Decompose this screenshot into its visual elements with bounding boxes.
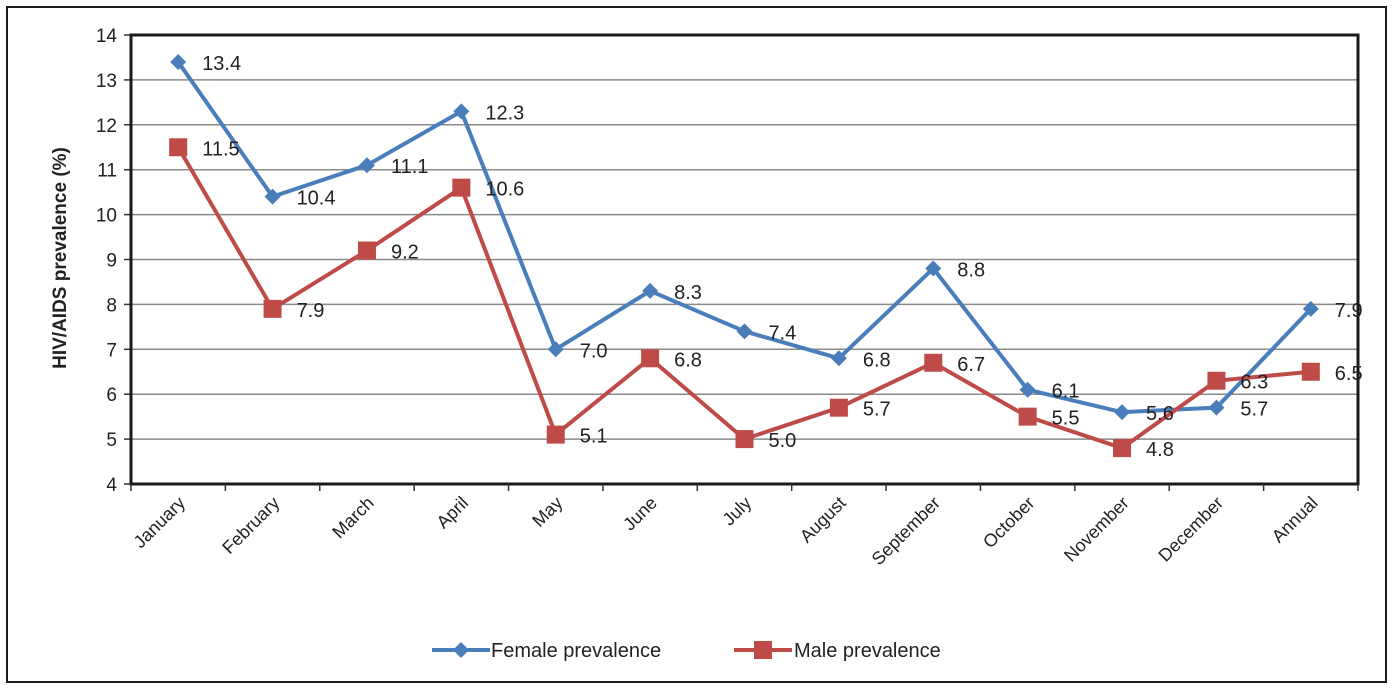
female-data-point — [736, 323, 753, 340]
data-label: 7.9 — [1335, 300, 1363, 322]
y-tick-label: 14 — [96, 26, 118, 47]
female-data-point — [830, 350, 847, 367]
x-tick-label: August — [796, 493, 850, 547]
male-data-point — [829, 398, 848, 417]
data-label: 7.4 — [769, 322, 797, 344]
female-data-point — [547, 341, 564, 358]
axis-layer: 4 5 6 7 8 9 10 11 12 13 14 January February March Apri… — [96, 26, 1360, 569]
y-tick-label: 13 — [96, 71, 117, 92]
data-label: 6.8 — [674, 349, 702, 371]
grid-layer — [131, 79, 1358, 440]
male-data-point — [357, 241, 376, 260]
female-data-point — [1302, 300, 1319, 317]
female-data-point — [1019, 381, 1036, 398]
data-label: 13.4 — [202, 53, 241, 75]
x-tick-label: June — [619, 493, 661, 535]
data-label: 6.7 — [957, 354, 985, 376]
female-data-point — [1208, 399, 1225, 416]
female-data-point — [1114, 404, 1131, 421]
female-data-point — [170, 53, 187, 70]
data-label: 8.8 — [957, 259, 985, 281]
y-tick-label: 10 — [96, 206, 117, 227]
x-tick-label: April — [433, 493, 473, 533]
data-label: 9.2 — [391, 242, 419, 264]
data-label: 8.3 — [674, 282, 702, 304]
y-tick-label: 4 — [106, 475, 117, 496]
x-tick-label: December — [1154, 493, 1227, 566]
male-data-point — [452, 178, 471, 197]
data-label: 6.3 — [1240, 372, 1268, 394]
male-data-point — [1207, 371, 1226, 390]
data-label: 5.5 — [1052, 408, 1080, 430]
chart-frame — [6, 6, 1387, 683]
x-tick-label: January — [130, 493, 189, 552]
female-data-point — [264, 188, 281, 205]
data-label: 5.6 — [1146, 403, 1174, 425]
y-tick-label: 12 — [96, 116, 117, 137]
male-data-point — [735, 430, 754, 449]
data-label: 5.7 — [863, 399, 891, 421]
data-label: 5.0 — [769, 430, 797, 452]
data-label: 11.5 — [202, 138, 239, 160]
legend-marker — [453, 642, 469, 658]
legend: Female prevalence Male prevalence — [432, 640, 941, 662]
x-tick-label: September — [868, 493, 944, 569]
male-data-point — [546, 425, 565, 444]
x-tick-label: Annual — [1268, 493, 1322, 547]
female-data-point — [925, 260, 942, 277]
data-label: 11.1 — [391, 156, 428, 178]
data-label: 10.6 — [485, 179, 524, 201]
data-label: 7.9 — [297, 300, 325, 322]
data-label: 4.8 — [1146, 439, 1174, 461]
female-data-point — [642, 282, 659, 299]
legend-item: Female prevalence — [432, 640, 661, 662]
y-axis-label: HIV/AIDS prevalence (%) — [50, 147, 71, 369]
x-tick-label: October — [979, 493, 1038, 552]
legend-label: Male prevalence — [794, 640, 941, 662]
data-label: 5.1 — [580, 426, 608, 448]
data-label: 6.1 — [1052, 381, 1080, 403]
x-tick-label: March — [328, 493, 378, 543]
y-tick-label: 6 — [106, 385, 117, 406]
data-label: 5.7 — [1240, 399, 1268, 421]
data-label-layer: 13.4 10.4 11.1 12.3 7.0 8.3 7.4 6.8 8.8 6.1 5.6 5.7… — [202, 53, 1362, 461]
x-tick-label: February — [218, 493, 283, 558]
legend-label: Female prevalence — [491, 640, 661, 662]
y-tick-label: 8 — [106, 295, 117, 316]
y-tick-label: 9 — [106, 251, 117, 272]
y-tick-label: 5 — [106, 430, 117, 451]
male-data-point — [1018, 407, 1037, 426]
y-tick-label: 11 — [97, 161, 117, 182]
data-label: 6.8 — [863, 349, 891, 371]
x-tick-label: July — [719, 493, 756, 530]
male-data-point — [1113, 439, 1132, 458]
x-tick-label: May — [528, 493, 566, 531]
data-label: 7.0 — [580, 340, 608, 362]
data-label: 10.4 — [297, 188, 336, 210]
series-line — [176, 146, 1311, 451]
plot-area-border — [129, 33, 1360, 486]
y-tick-label: 7 — [106, 340, 117, 361]
legend-item: Male prevalence — [734, 640, 941, 662]
x-tick-label: November — [1060, 493, 1133, 566]
series-line — [176, 60, 1313, 415]
male-data-point — [641, 349, 660, 368]
legend-marker — [754, 641, 772, 659]
male-data-point — [169, 138, 188, 157]
male-data-point — [924, 353, 943, 372]
female-data-point — [453, 103, 470, 120]
data-label: 12.3 — [485, 102, 524, 124]
series-layer — [169, 53, 1320, 458]
male-data-point — [263, 299, 282, 318]
data-label: 6.5 — [1335, 363, 1363, 385]
male-data-point — [1301, 362, 1320, 381]
female-data-point — [358, 157, 375, 174]
